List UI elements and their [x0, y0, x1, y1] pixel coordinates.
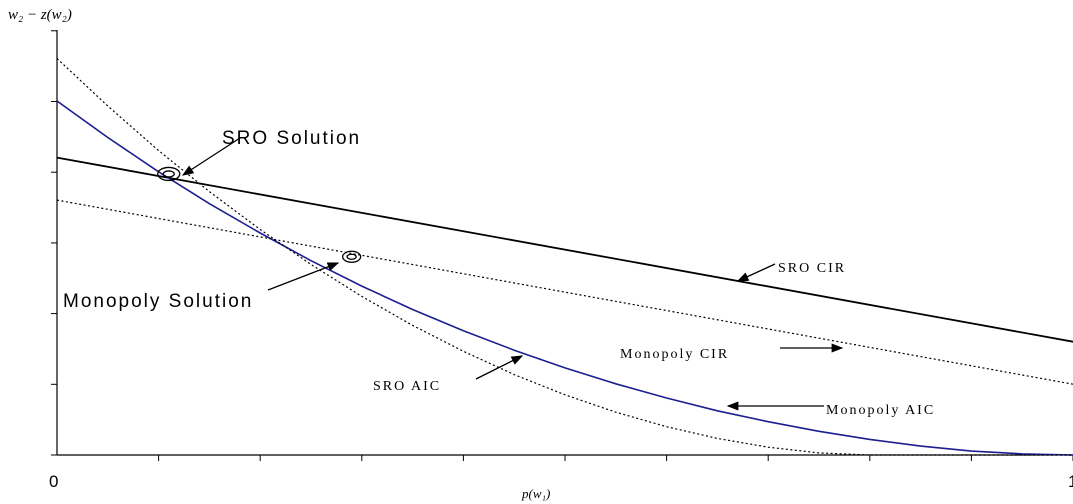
series-label-sro-cir: SRO CIR	[778, 261, 846, 276]
arrow-monopoly-solution	[267, 262, 340, 291]
series-line-monopoly-aic	[56, 58, 1073, 456]
annotation-sro-solution: SRO Solution	[222, 128, 361, 149]
series-label-monopoly-cir: Monopoly CIR	[620, 347, 729, 362]
monopoly-solution-marker	[341, 250, 362, 263]
arrow-sro-solution	[181, 137, 241, 176]
sro-solution-marker	[157, 166, 181, 182]
x-ticks	[158, 455, 1073, 461]
series-line-sro-cir	[56, 156, 1073, 343]
series-layer	[56, 58, 1073, 456]
x-axis-label: p(w₁)	[521, 486, 550, 501]
series-label-monopoly-aic: Monopoly AIC	[826, 403, 935, 418]
arrow-sro-cir	[736, 263, 776, 282]
x-tick-label-min: 0	[49, 472, 58, 491]
y-axis-label: w₂ − z(w₂)	[8, 7, 72, 23]
x-tick-label-max: 1	[1068, 472, 1073, 491]
series-label-sro-aic: SRO AIC	[373, 379, 441, 394]
y-ticks	[51, 30, 57, 456]
series-line-sro-aic	[56, 100, 1073, 456]
arrow-sro-aic	[475, 355, 524, 380]
series-line-monopoly-cir	[56, 199, 1073, 385]
annotation-monopoly-solution: Monopoly Solution	[63, 291, 253, 312]
solution-markers	[157, 166, 362, 263]
